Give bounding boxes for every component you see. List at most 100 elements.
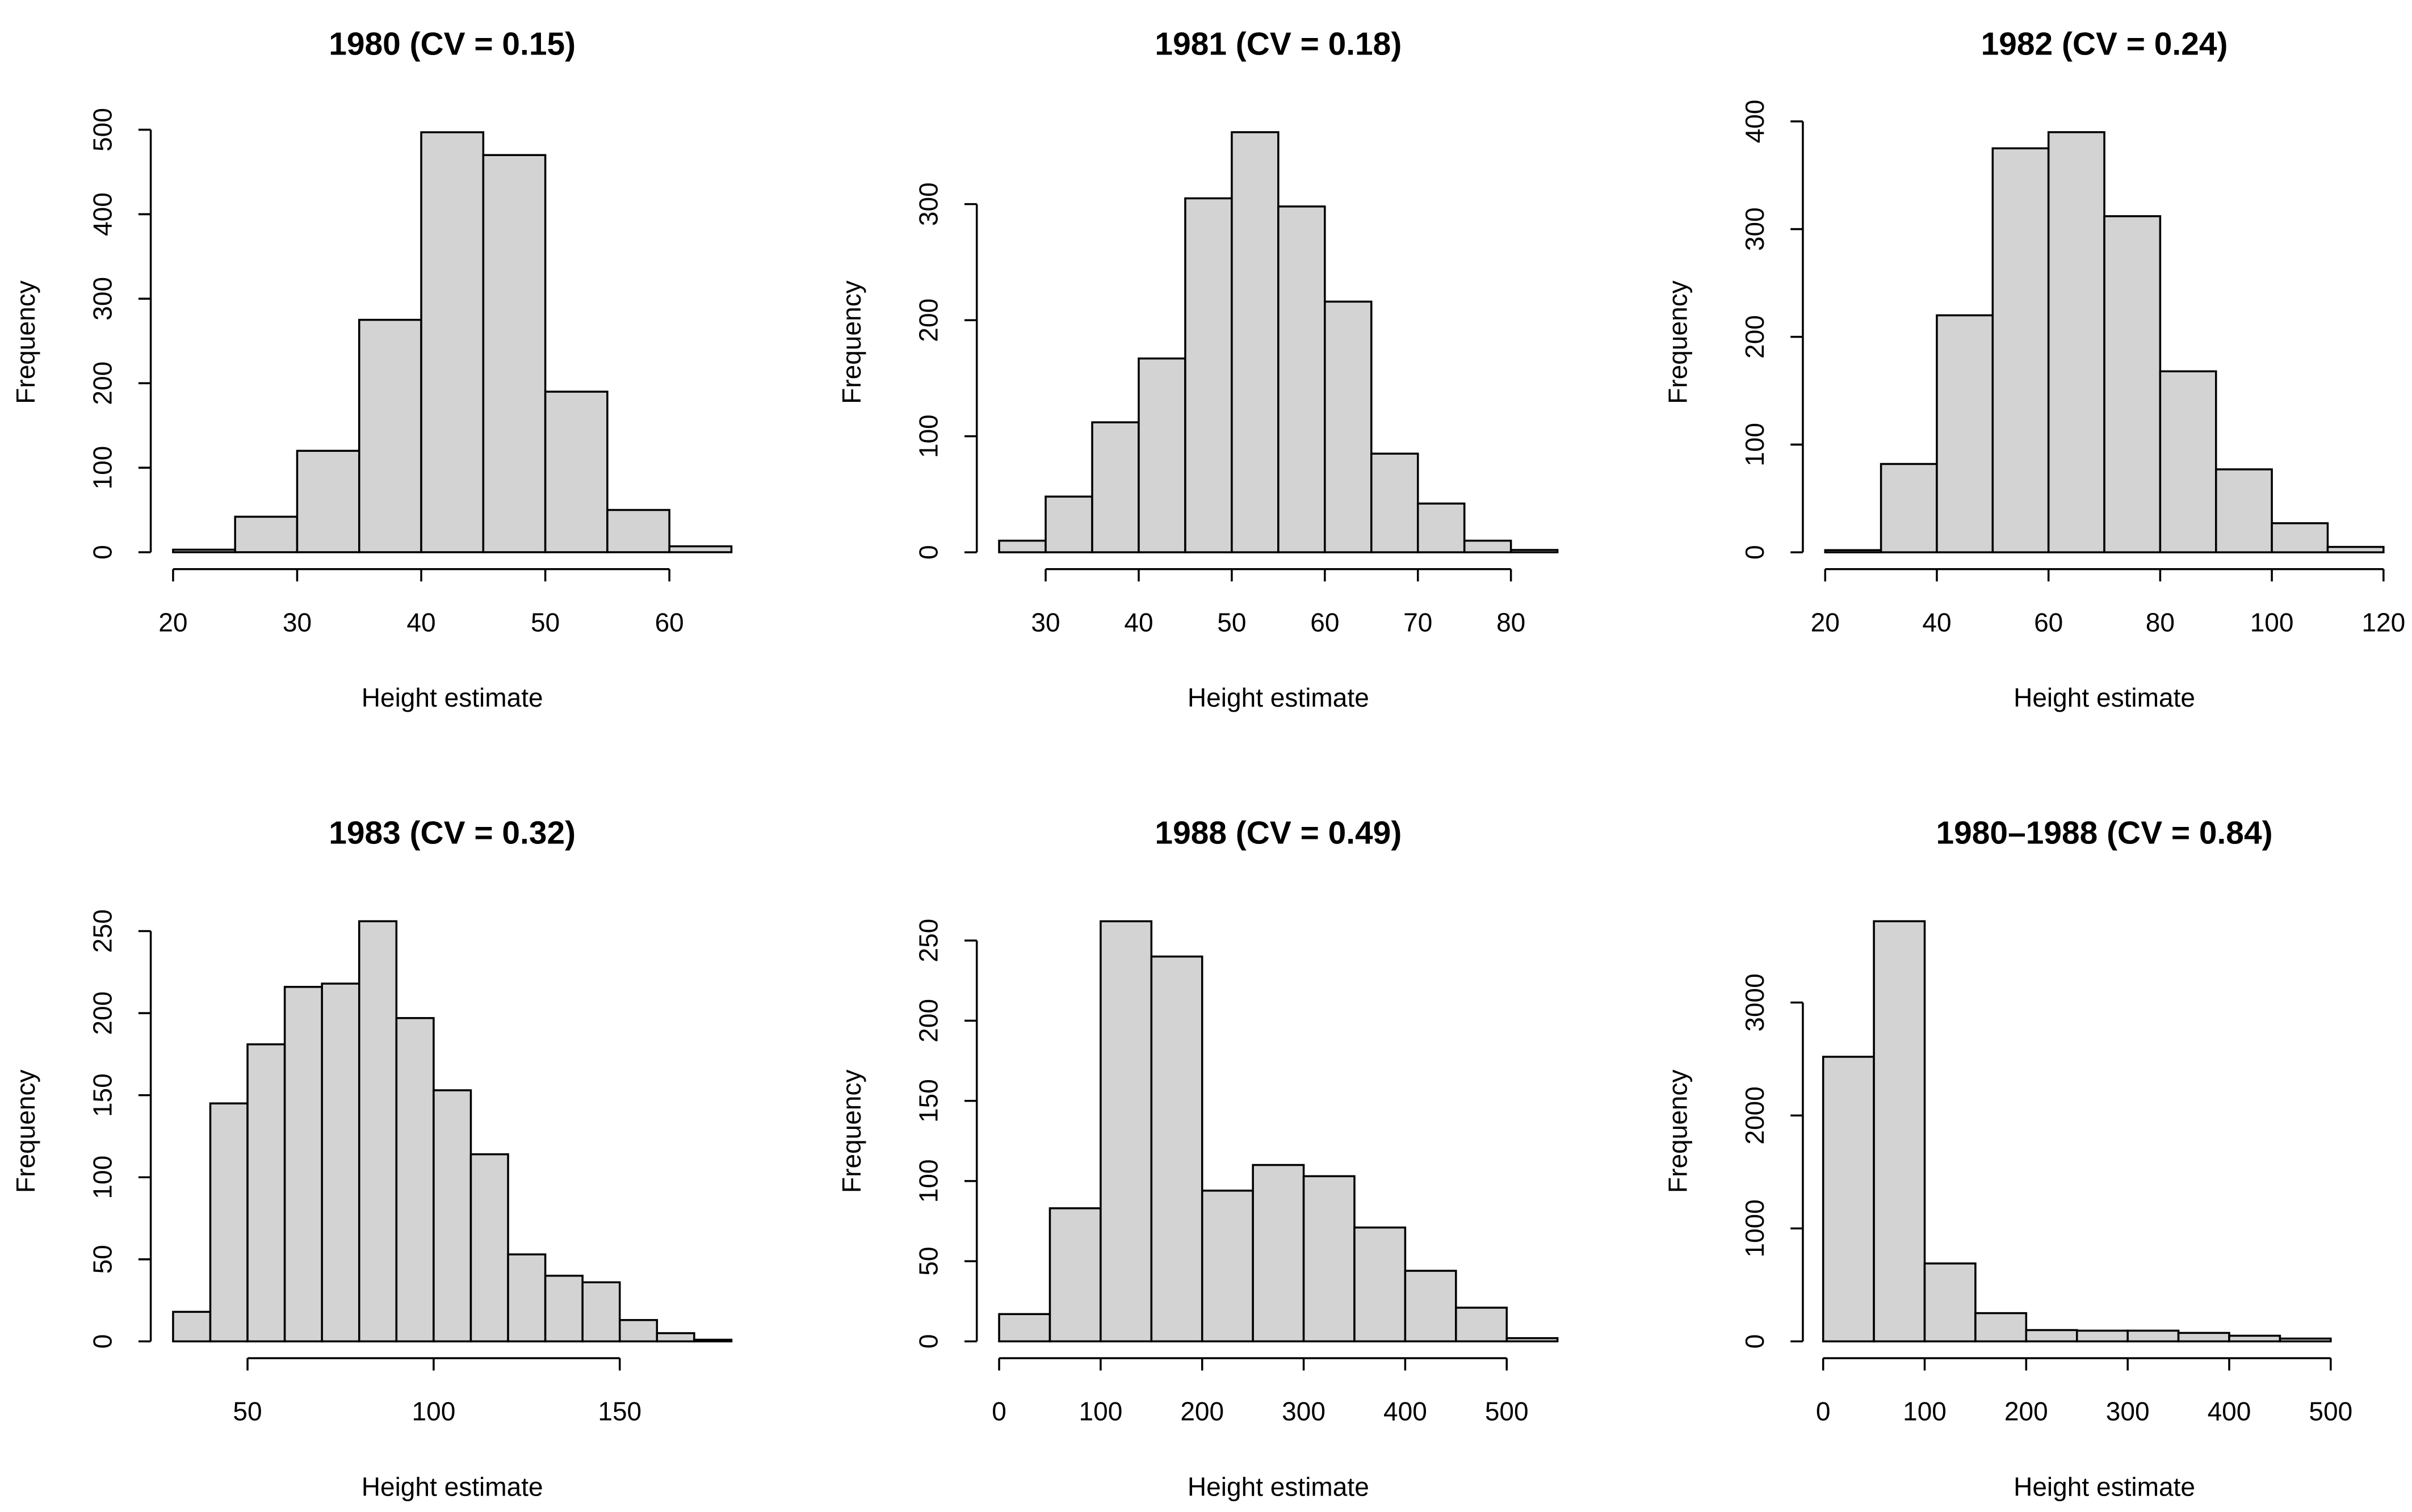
histogram-bar (1509, 549, 1559, 553)
histogram-bar (1824, 549, 1882, 553)
histogram-bar (172, 548, 236, 553)
histogram-bar (1370, 452, 1419, 553)
panel-title: 1980 (CV = 0.15) (329, 26, 576, 62)
x-tick-label: 500 (1485, 1397, 1529, 1426)
panel-title: 1980–1988 (CV = 0.84) (1936, 815, 2273, 851)
histogram-bar (234, 515, 299, 553)
histogram-bar (1324, 300, 1373, 553)
y-tick-label: 0 (914, 1334, 943, 1349)
histogram-bar (1252, 1164, 1305, 1343)
y-tick-label: 300 (914, 182, 943, 226)
x-tick-label: 60 (655, 607, 684, 637)
x-axis-label: Height estimate (1188, 683, 1369, 712)
histogram-bar (1353, 1226, 1407, 1343)
histogram-bar (1463, 539, 1512, 553)
y-tick-label: 200 (87, 992, 117, 1035)
x-tick-label: 40 (1922, 607, 1951, 637)
y-tick-label: 0 (1740, 1334, 1769, 1349)
histogram-bar (656, 1332, 695, 1343)
histogram-bar (321, 982, 360, 1343)
histogram-bar (1873, 920, 1926, 1343)
x-tick-label: 200 (1180, 1397, 1224, 1426)
x-tick-label: 300 (2106, 1397, 2150, 1426)
y-tick-label: 200 (87, 362, 117, 405)
histogram-bar (1880, 463, 1938, 553)
y-axis-label: Frequency (1663, 280, 1692, 404)
histogram-bar (1404, 1270, 1457, 1343)
histogram-bar (2271, 522, 2329, 553)
x-tick-label: 100 (1903, 1397, 1947, 1426)
x-tick-label: 60 (2034, 607, 2063, 637)
histogram-bar (172, 1311, 212, 1343)
histogram-bar (209, 1102, 249, 1343)
histogram-bar (1201, 1190, 1254, 1343)
y-axis-label: Frequency (11, 1069, 40, 1193)
y-tick-label: 150 (914, 1079, 943, 1123)
y-tick-label: 50 (87, 1245, 117, 1274)
histogram-bar (606, 509, 670, 553)
histogram-bar (2126, 1329, 2180, 1343)
x-tick-label: 30 (1031, 607, 1060, 637)
histogram-bar (246, 1043, 286, 1343)
x-tick-label: 80 (1496, 607, 1525, 637)
x-tick-label: 300 (1282, 1397, 1325, 1426)
y-tick-label: 250 (914, 919, 943, 963)
y-tick-label: 100 (914, 1159, 943, 1203)
x-axis-label: Height estimate (2014, 1472, 2195, 1502)
histogram-bar (668, 545, 733, 553)
histogram-bar (1138, 357, 1186, 553)
histogram-bar (1100, 920, 1153, 1343)
panel-title: 1983 (CV = 0.32) (329, 815, 576, 851)
x-tick-label: 80 (2146, 607, 2175, 637)
y-tick-label: 500 (87, 108, 117, 152)
x-tick-label: 60 (1310, 607, 1339, 637)
histogram-bar (2047, 131, 2105, 553)
x-tick-label: 150 (598, 1397, 641, 1426)
y-tick-label: 250 (87, 909, 117, 953)
x-tick-label: 40 (1124, 607, 1153, 637)
histogram-bar (2103, 215, 2162, 553)
y-tick-label: 200 (914, 999, 943, 1043)
x-axis-label: Height estimate (362, 683, 543, 712)
histogram-bar (544, 390, 609, 553)
histogram-bar (2214, 468, 2273, 553)
x-tick-label: 120 (2361, 607, 2405, 637)
histogram-bar (2279, 1337, 2332, 1343)
y-axis-label: Frequency (837, 1069, 866, 1193)
histogram-bar (2159, 370, 2217, 553)
x-axis-label: Height estimate (1188, 1472, 1369, 1502)
histogram-bar (1936, 314, 1994, 553)
histogram-bar (544, 1274, 584, 1343)
panel-title: 1981 (CV = 0.18) (1155, 26, 1402, 62)
x-axis-label: Height estimate (2014, 683, 2195, 712)
y-tick-label: 100 (87, 1156, 117, 1199)
histogram-bar (2025, 1329, 2078, 1343)
histogram-bar (2075, 1329, 2129, 1343)
x-tick-label: 500 (2309, 1397, 2352, 1426)
y-tick-label: 3000 (1740, 973, 1769, 1031)
histogram-bar (1822, 1056, 1875, 1343)
histogram-bar (469, 1153, 509, 1343)
histogram-bar (998, 1313, 1051, 1343)
x-tick-label: 30 (283, 607, 312, 637)
y-tick-label: 1000 (1740, 1199, 1769, 1257)
y-tick-label: 300 (87, 277, 117, 321)
histogram-bar (296, 450, 360, 553)
histogram-bar (358, 920, 398, 1343)
y-tick-label: 100 (1740, 423, 1769, 467)
x-tick-label: 0 (992, 1397, 1006, 1426)
x-tick-label: 100 (2250, 607, 2294, 637)
x-tick-label: 40 (406, 607, 435, 637)
histogram-bar (1231, 131, 1280, 553)
x-tick-label: 50 (233, 1397, 262, 1426)
histogram-bar (1048, 1207, 1102, 1343)
histogram-bar (2177, 1332, 2230, 1343)
x-tick-label: 400 (2208, 1397, 2251, 1426)
panel-title: 1982 (CV = 0.24) (1981, 26, 2228, 62)
histogram-bar (395, 1017, 435, 1343)
histogram-bar (1044, 495, 1093, 553)
histogram-bar (482, 154, 547, 553)
y-tick-label: 2000 (1740, 1086, 1769, 1144)
y-axis-label: Frequency (11, 280, 40, 404)
